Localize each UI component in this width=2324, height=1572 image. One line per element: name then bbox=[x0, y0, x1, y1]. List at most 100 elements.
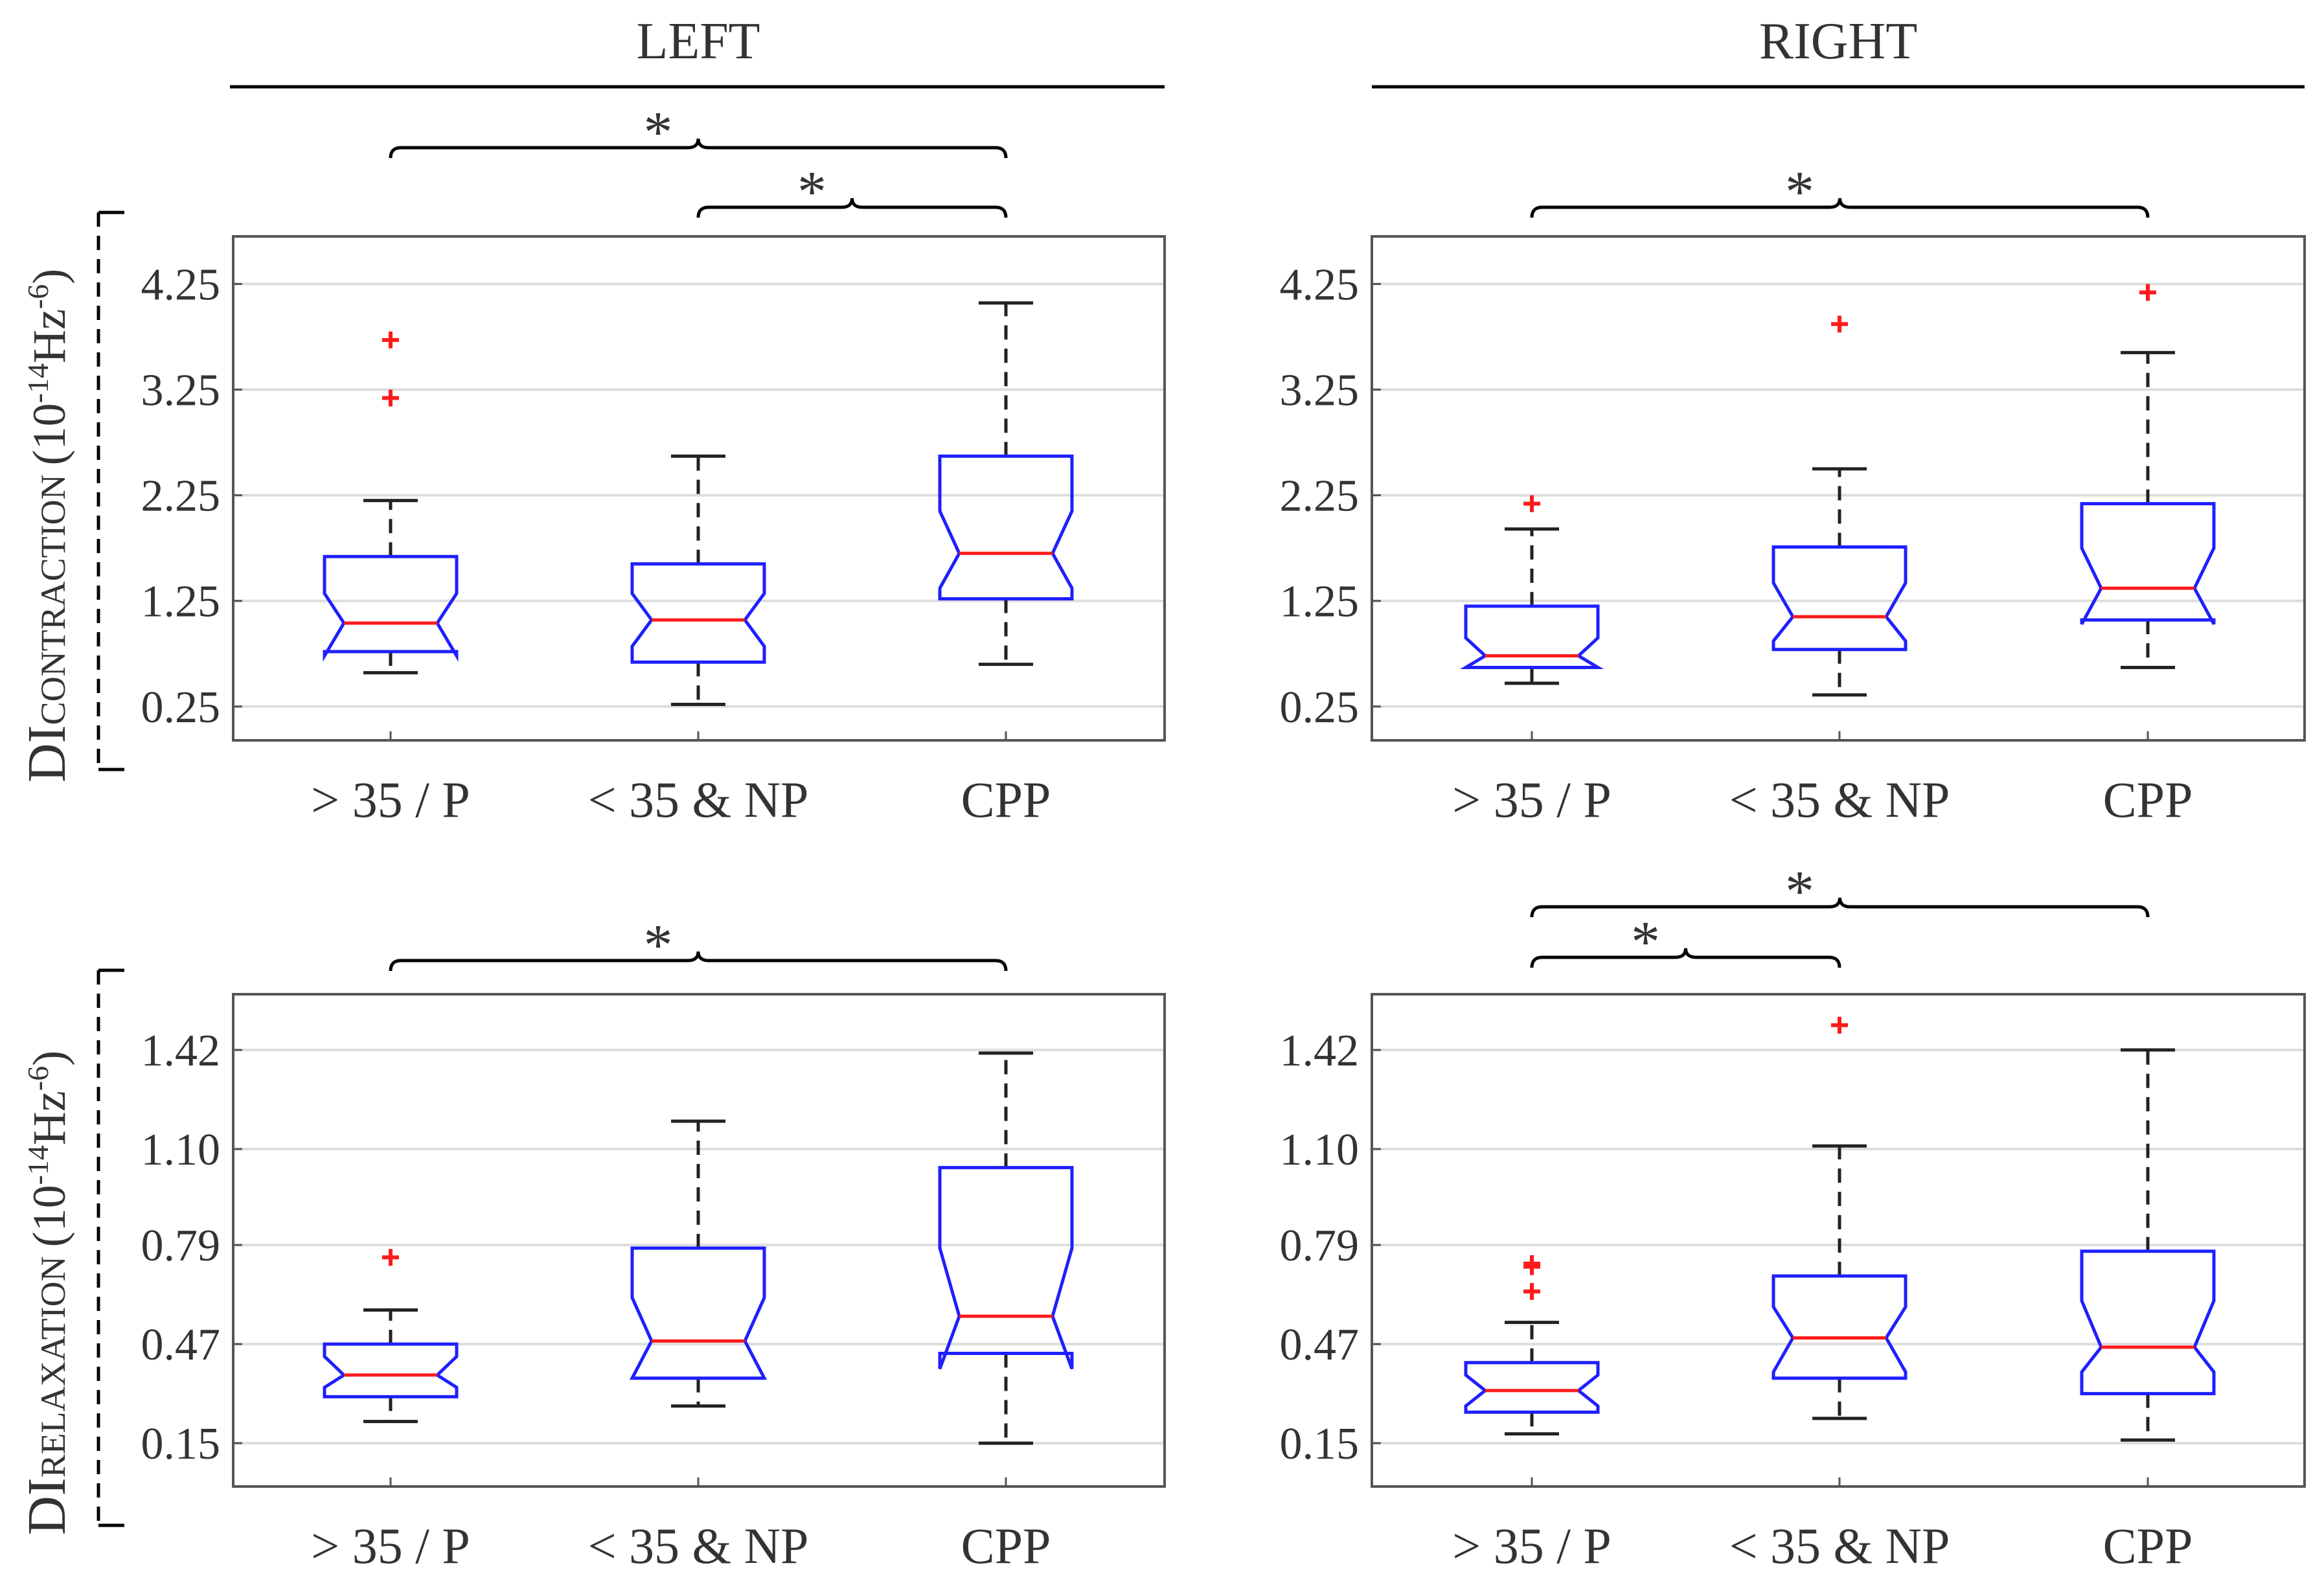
ylabel-relaxation-unit-mid: Hz bbox=[23, 1091, 75, 1145]
box-1 bbox=[629, 1119, 768, 1408]
box-1 bbox=[1771, 315, 1908, 697]
outlier-marker bbox=[2139, 284, 2156, 301]
significance-star: * bbox=[1785, 160, 1814, 224]
panel-left-relaxation: 0.15 0.47 0.79 1.10 1.42 > 35 / P < 35 & NP CPP… bbox=[141, 913, 1166, 1572]
outlier-marker bbox=[1831, 1016, 1848, 1034]
significance-bracket: * bbox=[1530, 860, 2150, 924]
y-tick-label: 3.25 bbox=[141, 365, 221, 415]
ylabel-relaxation-sub: RELAXATION bbox=[34, 1256, 73, 1477]
ylabel-relaxation-exp1: -14 bbox=[21, 1145, 54, 1185]
notched-box bbox=[2080, 502, 2216, 625]
ylabel-contraction-main: DI bbox=[17, 725, 77, 782]
ylabel-contraction: DICONTRACTION (10-14Hz-6) bbox=[17, 269, 77, 782]
ylabel-contraction-unit-open: (10 bbox=[23, 403, 75, 465]
bracket-path bbox=[1530, 198, 2150, 218]
ylabel-relaxation-unit-close: ) bbox=[23, 1051, 75, 1066]
significance-bracket: * bbox=[696, 160, 1008, 224]
y-tick-label: 1.25 bbox=[1280, 577, 1360, 627]
ylabel-relaxation-exp2: -6 bbox=[21, 1066, 54, 1091]
notched-box bbox=[629, 1246, 768, 1380]
box-0 bbox=[1464, 1255, 1600, 1436]
notched-box bbox=[938, 454, 1074, 600]
significance-bracket: * bbox=[389, 100, 1008, 165]
x-tick-label: CPP bbox=[961, 1518, 1051, 1572]
box-0 bbox=[323, 1249, 459, 1424]
x-tick-label: CPP bbox=[2103, 771, 2193, 828]
significance-star: * bbox=[1631, 910, 1660, 974]
x-tick-label: > 35 / P bbox=[1452, 771, 1612, 828]
notched-box bbox=[323, 1342, 459, 1398]
column-title-right: RIGHT bbox=[1759, 13, 1917, 70]
box-2 bbox=[2080, 1048, 2216, 1442]
ylabel-contraction-sub: CONTRACTION bbox=[34, 474, 73, 725]
significance-bracket: * bbox=[389, 913, 1008, 977]
y-tick-label: 2.25 bbox=[141, 472, 221, 521]
significance-star: * bbox=[797, 160, 826, 224]
ylabel-contraction-unit-close: ) bbox=[23, 269, 75, 284]
bracket-path bbox=[1530, 948, 1841, 968]
ylabel-contraction-exp1: -14 bbox=[21, 363, 54, 403]
notched-box bbox=[323, 554, 459, 662]
y-tick-label: 0.47 bbox=[141, 1320, 221, 1370]
outlier-marker bbox=[1523, 1282, 1540, 1300]
x-tick-label: > 35 / P bbox=[311, 771, 470, 828]
x-tick-label: < 35 & NP bbox=[1729, 1518, 1950, 1572]
significance-star: * bbox=[644, 100, 673, 165]
outlier-marker bbox=[382, 331, 399, 348]
box-0 bbox=[1459, 495, 1604, 685]
y-tick-label: 4.25 bbox=[1280, 260, 1360, 310]
ylabel-relaxation-main: DI bbox=[17, 1477, 77, 1535]
box-0 bbox=[323, 331, 459, 675]
bracket-path bbox=[389, 951, 1008, 972]
bracket-path bbox=[1530, 897, 2150, 918]
bracket-path bbox=[389, 138, 1008, 159]
notched-box bbox=[1464, 1361, 1600, 1414]
outlier-marker bbox=[1523, 495, 1540, 512]
y-tick-label: 4.25 bbox=[141, 260, 221, 310]
notched-box bbox=[938, 1166, 1074, 1370]
panel-right-contraction: 0.25 1.25 2.25 3.25 4.25 > 35 / P < 35 & NP CPP… bbox=[1280, 160, 2306, 828]
ylabel-contraction-unit-mid: Hz bbox=[23, 309, 75, 363]
y-tick-label: 3.25 bbox=[1280, 365, 1360, 415]
box-2 bbox=[2080, 284, 2216, 669]
x-tick-label: CPP bbox=[961, 771, 1051, 828]
x-tick-label: < 35 & NP bbox=[588, 1518, 809, 1572]
y-tick-label: 0.25 bbox=[1280, 683, 1360, 733]
ylabel-relaxation: DIRELAXATION (10-14Hz-6) bbox=[17, 1051, 77, 1535]
outlier-marker bbox=[1831, 315, 1848, 333]
y-tick-label: 1.42 bbox=[1280, 1026, 1360, 1076]
x-tick-label: > 35 / P bbox=[311, 1518, 470, 1572]
y-tick-label: 0.25 bbox=[141, 683, 221, 733]
significance-star: * bbox=[1785, 860, 1814, 924]
significance-star: * bbox=[644, 913, 673, 977]
notched-box bbox=[2080, 1249, 2216, 1396]
y-tick-label: 2.25 bbox=[1280, 472, 1360, 521]
panel-right-relaxation: 0.15 0.47 0.79 1.10 1.42 > 35 / P < 35 & NP CPP… bbox=[1280, 860, 2306, 1572]
notched-box bbox=[1771, 1274, 1908, 1380]
box-1 bbox=[1771, 1016, 1908, 1420]
panel-left-contraction: 0.25 1.25 2.25 3.25 4.25 > 35 / P < 35 & NP CPP… bbox=[141, 100, 1166, 828]
y-tick-label: 1.25 bbox=[141, 577, 221, 627]
y-tick-label: 0.47 bbox=[1280, 1320, 1360, 1370]
y-tick-label: 1.10 bbox=[1280, 1125, 1360, 1175]
y-tick-label: 0.79 bbox=[1280, 1221, 1360, 1271]
column-title-left: LEFT bbox=[636, 13, 760, 70]
notched-box bbox=[1459, 604, 1604, 669]
y-tick-label: 1.10 bbox=[141, 1125, 221, 1175]
ylabel-relaxation-unit-open: (10 bbox=[23, 1185, 75, 1247]
bracket-path bbox=[696, 198, 1008, 218]
ylabel-contraction-exp2: -6 bbox=[21, 284, 54, 309]
outlier-marker bbox=[382, 1249, 399, 1266]
notched-box bbox=[1771, 545, 1908, 652]
x-tick-label: < 35 & NP bbox=[1729, 771, 1950, 828]
significance-bracket: * bbox=[1530, 160, 2150, 224]
significance-bracket: * bbox=[1530, 910, 1841, 974]
box-1 bbox=[630, 454, 766, 707]
y-tick-label: 0.79 bbox=[141, 1221, 221, 1271]
box-2 bbox=[938, 1051, 1074, 1445]
y-tick-label: 0.15 bbox=[141, 1419, 221, 1469]
y-tick-label: 0.15 bbox=[1280, 1419, 1360, 1469]
outlier-marker bbox=[1523, 1255, 1540, 1272]
outlier-marker bbox=[382, 389, 399, 407]
